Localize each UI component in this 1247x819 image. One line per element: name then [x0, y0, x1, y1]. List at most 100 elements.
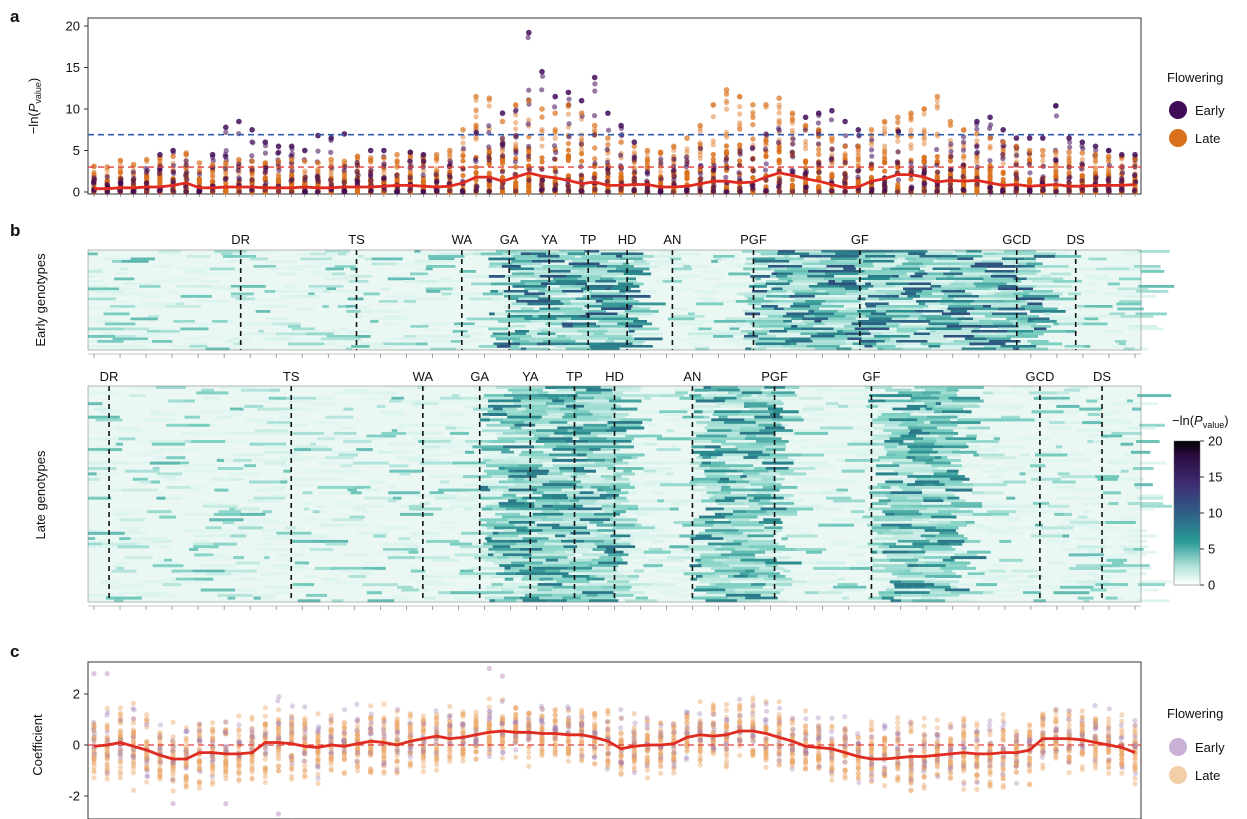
heatmap-cell: [358, 255, 364, 258]
heatmap-cell: [548, 391, 554, 394]
heatmap-cell: [744, 405, 776, 408]
heatmap-cell: [285, 335, 292, 338]
heatmap-cell: [617, 456, 632, 459]
late-point-max: [223, 160, 229, 166]
heatmap-cell: [88, 448, 122, 451]
early-point: [843, 160, 848, 165]
heatmap-cell: [930, 454, 961, 457]
heatmap-cell: [885, 389, 911, 392]
heatmap-cell: [619, 305, 626, 308]
late-point-max: [763, 102, 769, 108]
early-point-max: [1106, 148, 1112, 154]
heatmap-cell: [776, 335, 811, 338]
heatmap-cell: [504, 418, 520, 421]
heatmap-cell: [114, 427, 138, 430]
heatmap-cell: [1125, 293, 1142, 296]
heatmap-cell: [820, 260, 837, 263]
heatmap-cell: [743, 268, 771, 271]
early-point: [592, 113, 597, 118]
early-point: [421, 172, 426, 177]
heatmap-cell: [799, 386, 830, 389]
heatmap-cell: [852, 323, 887, 326]
late-point-max: [750, 102, 756, 108]
late-point: [1067, 154, 1072, 159]
heatmap-cell: [344, 338, 361, 341]
heatmap-cell: [534, 435, 550, 438]
heatmap-cell: [770, 275, 776, 278]
heatmap-cell: [842, 280, 856, 283]
heatmap-cell: [778, 250, 795, 253]
early-point: [276, 151, 281, 156]
heatmap-cell: [512, 273, 534, 276]
heatmap-cell: [882, 268, 890, 271]
heatmap-cell: [546, 288, 582, 291]
heatmap-cell: [754, 340, 785, 343]
heatmap-early: DR TS WA GA YA TP HD AN PGF GF GCD DS: [88, 232, 1174, 358]
heatmap-cell: [491, 440, 515, 443]
heatmap-cell: [843, 268, 856, 271]
heatmap-cell: [567, 293, 590, 296]
heatmap-cell: [230, 410, 240, 413]
late-point-max: [276, 159, 282, 165]
heatmap-cell: [947, 308, 974, 311]
heatmap-cell: [370, 345, 396, 348]
heatmap-cell: [946, 275, 954, 278]
late-point: [908, 118, 913, 123]
heatmap-cell: [426, 288, 453, 291]
heatmap-cell: [907, 405, 927, 408]
heatmap-cell: [726, 338, 744, 341]
heatmap-cell: [448, 335, 461, 338]
heatmap-cell: [135, 335, 142, 338]
early-point-max: [816, 110, 822, 116]
heatmap-cell: [625, 435, 662, 438]
early-point: [342, 180, 347, 185]
heatmap-cell: [548, 330, 577, 333]
heatmap-cell: [884, 424, 899, 427]
heatmap-cell: [825, 323, 852, 326]
heatmap-cell: [659, 394, 684, 397]
heatmap-cell: [954, 303, 971, 306]
heatmap-cell: [701, 394, 737, 397]
heatmap-cell: [570, 273, 598, 276]
heatmap-cell: [549, 258, 583, 261]
heatmap-cell: [439, 443, 457, 446]
heatmap-cell: [356, 335, 371, 338]
heatmap-cell: [802, 263, 819, 266]
heatmap-cell: [501, 255, 513, 258]
heatmap-cell: [532, 263, 542, 266]
heatmap-cell: [729, 325, 753, 328]
late-point: [816, 175, 821, 180]
early-point: [1093, 176, 1098, 181]
heatmap-cell: [850, 250, 871, 253]
heatmap-cell: [585, 268, 616, 271]
heatmap-cell: [821, 250, 850, 253]
heatmap-cell: [1001, 260, 1036, 263]
heatmap-cell: [622, 255, 654, 258]
heatmap-cell: [895, 255, 919, 258]
heatmap-cell: [629, 263, 650, 266]
heatmap-cell: [752, 394, 758, 397]
early-point: [197, 172, 202, 177]
heatmap-cell: [88, 285, 108, 288]
early-point-max: [592, 75, 598, 81]
heatmap-cell: [300, 258, 332, 261]
heatmap-cell: [711, 386, 738, 389]
heatmap-cell: [118, 437, 135, 440]
early-point: [276, 189, 281, 194]
heatmap-cell: [972, 293, 987, 296]
heatmap-cell: [1077, 305, 1084, 308]
heatmap-cell: [963, 333, 980, 336]
heatmap-cell: [334, 432, 357, 435]
heatmap-cell: [531, 320, 538, 323]
heatmap-cell: [474, 451, 501, 454]
heatmap-cell: [400, 424, 419, 427]
heatmap-cell: [923, 263, 959, 266]
heatmap-cell: [934, 443, 966, 446]
late-point-max: [289, 157, 295, 163]
heatmap-cell: [919, 303, 925, 306]
heatmap-cell: [869, 318, 892, 321]
heatmap-cell: [941, 402, 977, 405]
heatmap-cell: [538, 437, 572, 440]
late-point-max: [1014, 144, 1020, 150]
heatmap-cell: [529, 340, 543, 343]
